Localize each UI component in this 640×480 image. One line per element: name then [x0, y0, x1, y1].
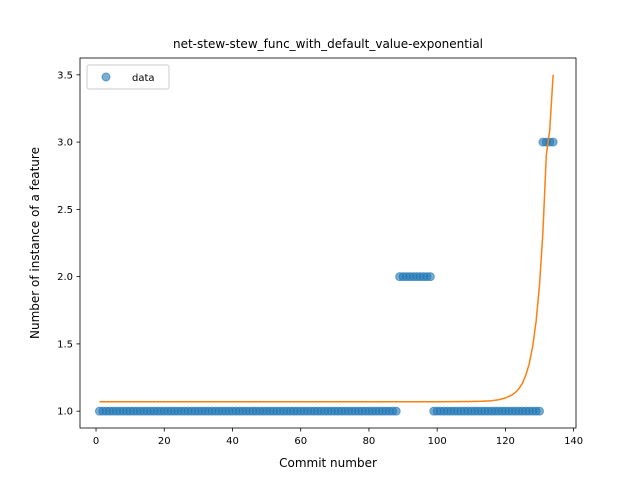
x-tick-label: 40 — [226, 436, 239, 447]
y-tick-label: 1.0 — [57, 407, 73, 418]
legend-marker — [101, 72, 111, 82]
fit-line — [99, 74, 554, 403]
chart-marks — [94, 74, 558, 416]
x-tick-label: 140 — [564, 436, 583, 447]
data-point — [548, 137, 558, 147]
chart-title: net-stew-stew_func_with_default_value-ex… — [173, 37, 483, 51]
axes: 0 20 40 60 80 100 120 140 1.0 1.5 2.0 2.5 3.0 3.5 — [57, 57, 583, 447]
y-tick-label: 2.0 — [57, 272, 73, 283]
y-tick-label: 2.5 — [57, 205, 73, 216]
x-tick-label: 80 — [363, 436, 376, 447]
x-tick-label: 20 — [158, 436, 171, 447]
data-point — [425, 272, 435, 282]
y-tick-label: 3.5 — [57, 70, 73, 81]
plot-area — [80, 58, 576, 428]
y-axis-label: Number of instance of a feature — [28, 147, 42, 339]
x-tick-label: 100 — [428, 436, 447, 447]
data-point — [391, 406, 401, 416]
x-axis-label: Commit number — [279, 456, 377, 470]
data-point — [535, 406, 544, 416]
axes-frame — [79, 57, 577, 429]
legend-label: data — [132, 73, 155, 84]
x-tick-label: 120 — [496, 436, 515, 447]
legend: data — [86, 64, 170, 90]
plot-background — [80, 58, 576, 428]
y-tick-label: 1.5 — [57, 339, 73, 350]
x-tick-label: 0 — [93, 436, 99, 447]
y-tick-label: 3.0 — [57, 138, 73, 149]
legend-box — [86, 64, 170, 90]
x-tick-label: 60 — [294, 436, 307, 447]
